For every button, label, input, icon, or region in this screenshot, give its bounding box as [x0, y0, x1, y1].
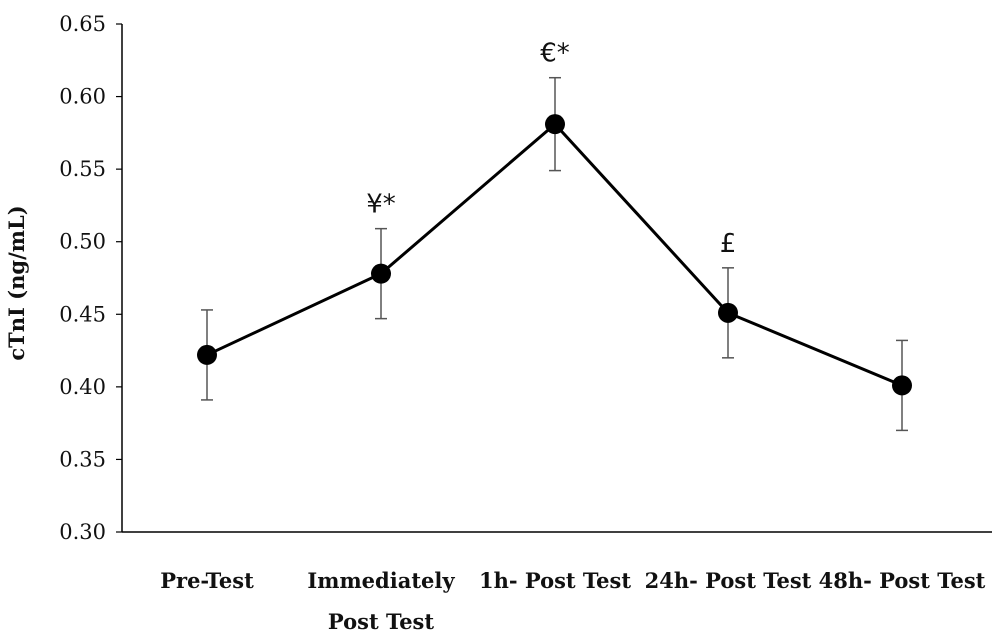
significance-annotation: ¥* [366, 190, 396, 220]
x-category-label: 48h- Post Test [819, 568, 986, 593]
annotations: ¥* €* £ [366, 39, 736, 259]
y-tick-label: 0.55 [59, 157, 106, 181]
data-point [197, 344, 217, 365]
y-axis-label: cTnI (ng/mL) [4, 205, 29, 360]
x-categories: Pre-Test Immediately Post Test 1h- Post Tes… [160, 568, 985, 634]
axes [121, 24, 992, 533]
data-point [718, 302, 738, 323]
x-category-label: Pre-Test [160, 568, 254, 593]
y-tick-label: 0.65 [59, 12, 106, 36]
data-point [545, 114, 565, 135]
data-points [197, 114, 912, 396]
y-tick-label: 0.50 [59, 230, 106, 254]
significance-annotation: €* [540, 39, 570, 69]
data-point [371, 263, 391, 284]
y-tick-label: 0.35 [59, 447, 106, 471]
y-ticks: 0.30 0.35 0.40 0.45 0.50 0.55 0.60 0.65 [59, 12, 122, 544]
x-category-label: 1h- Post Test [479, 568, 631, 593]
y-tick-label: 0.40 [59, 375, 106, 399]
significance-annotation: £ [720, 229, 737, 259]
y-tick-label: 0.45 [59, 302, 106, 326]
data-point [892, 375, 912, 396]
y-tick-label: 0.60 [59, 85, 106, 109]
y-tick-label: 0.30 [59, 520, 106, 544]
x-category-label: Immediately [307, 568, 455, 593]
x-category-label: Post Test [328, 609, 434, 634]
x-category-label: 24h- Post Test [645, 568, 812, 593]
